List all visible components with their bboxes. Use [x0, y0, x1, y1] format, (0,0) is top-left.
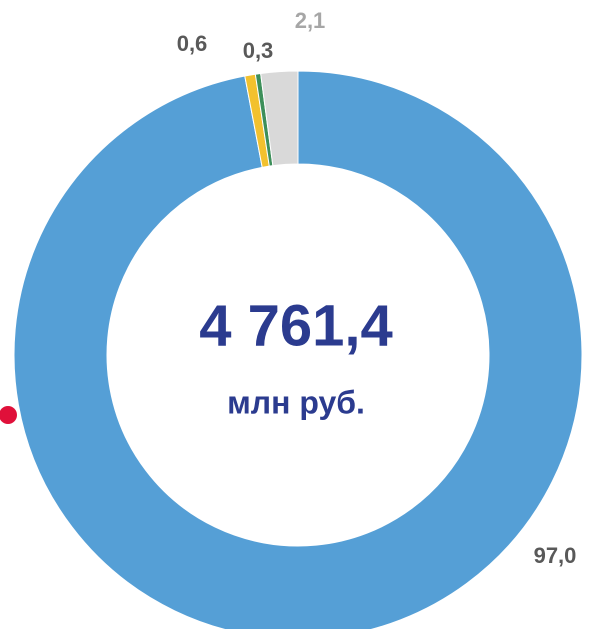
center-unit: млн руб. — [227, 384, 365, 420]
donut-segment — [13, 70, 583, 629]
center-value: 4 761,4 — [199, 293, 393, 358]
marker-dot — [0, 406, 17, 424]
data-label: 0,6 — [177, 31, 208, 56]
data-label: 2,1 — [295, 8, 326, 33]
data-label: 97,0 — [534, 543, 577, 568]
donut-segment — [260, 70, 299, 167]
data-label: 0,3 — [243, 38, 274, 63]
